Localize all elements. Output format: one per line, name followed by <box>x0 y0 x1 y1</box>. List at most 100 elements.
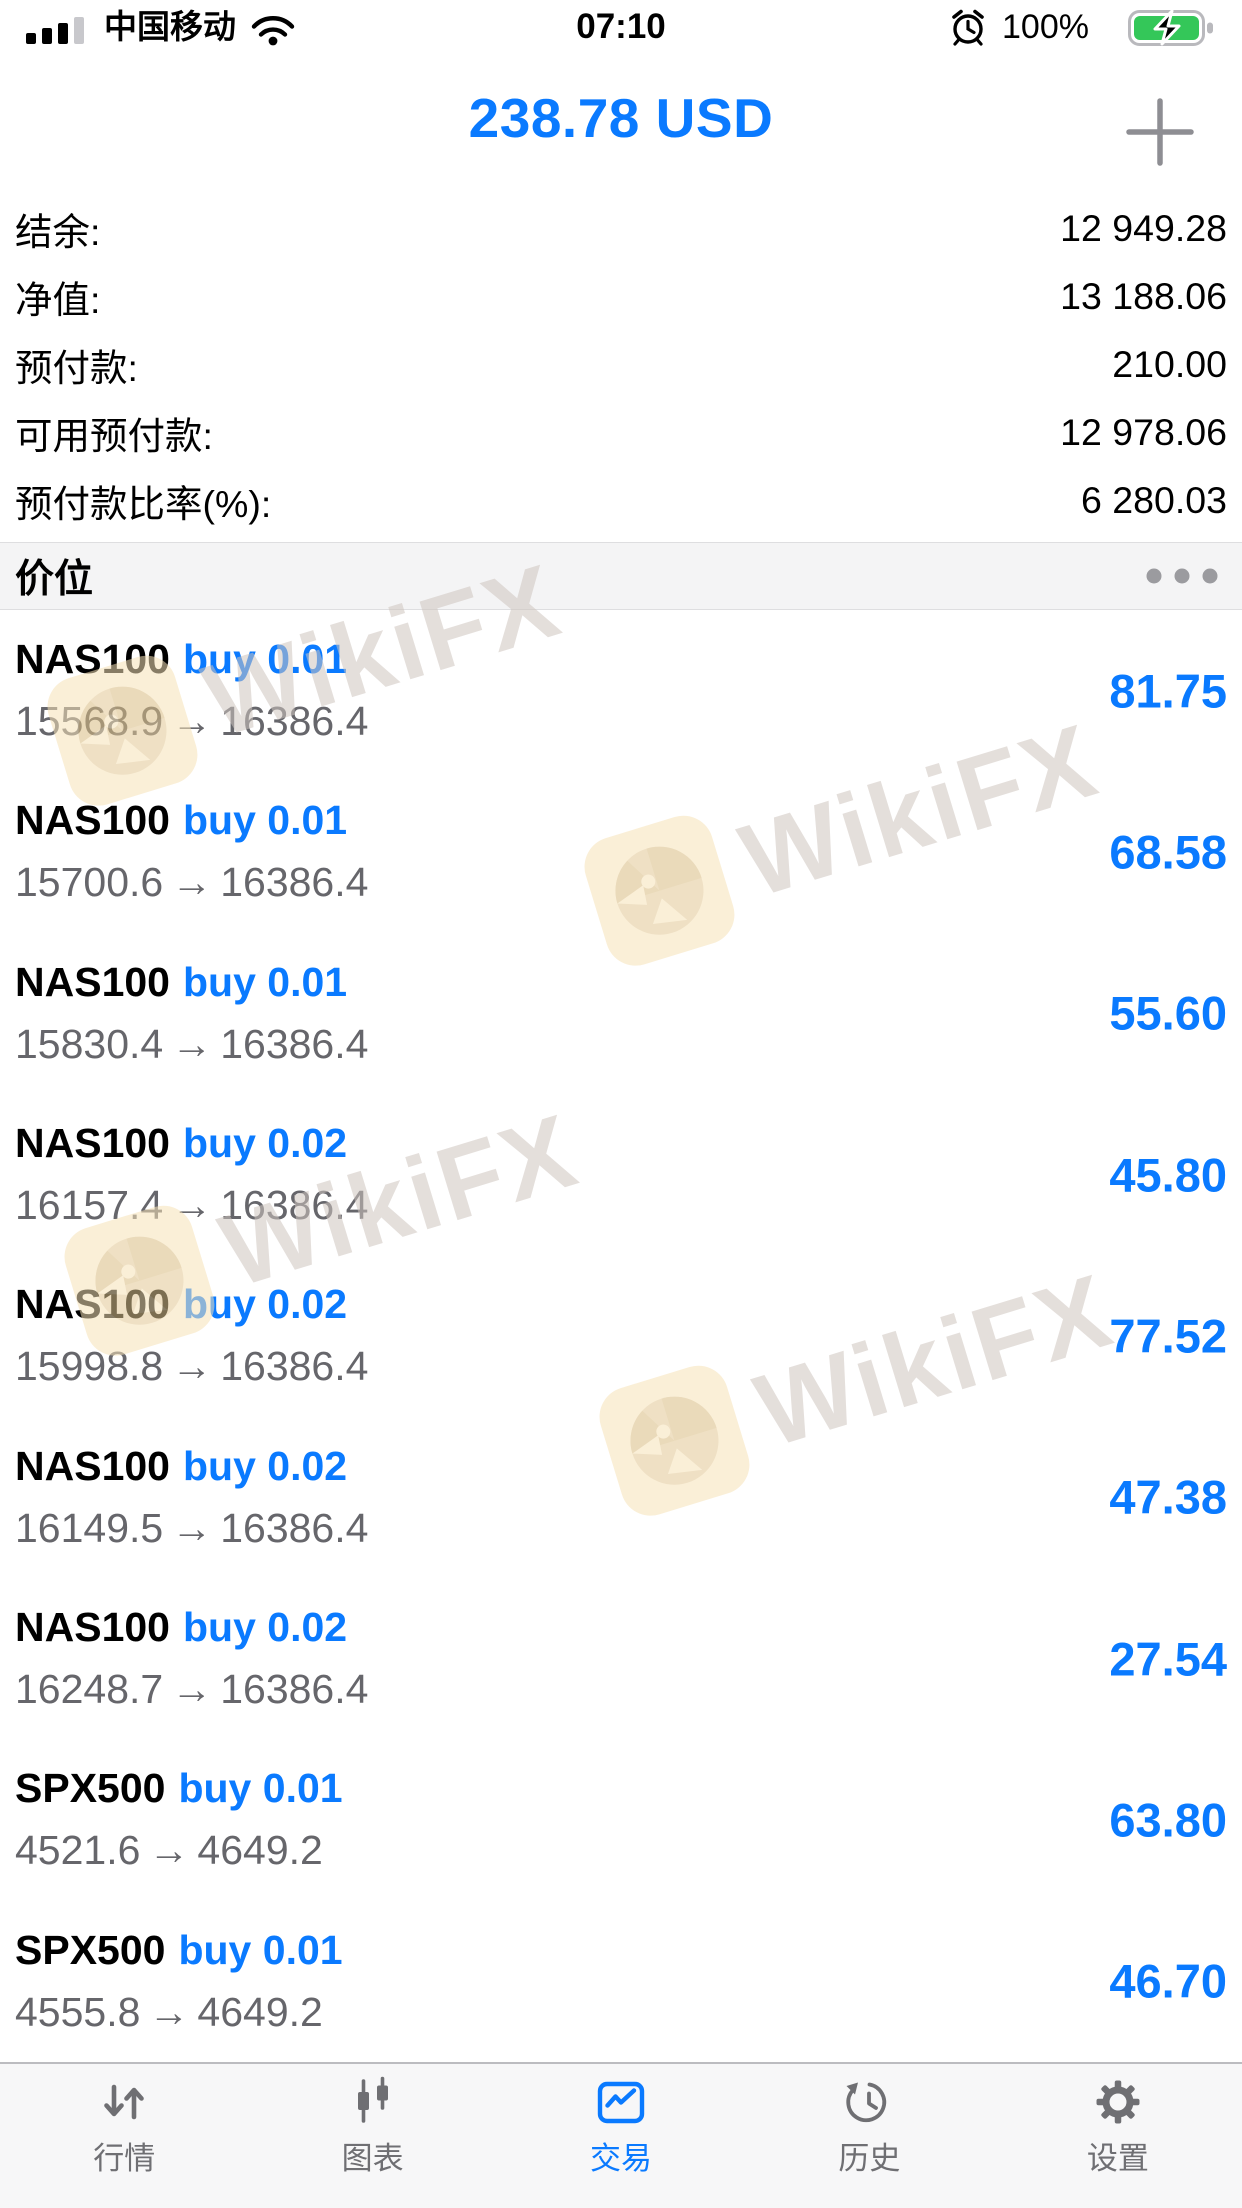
summary-label: 预付款: <box>15 346 138 389</box>
position-side: buy <box>182 797 256 844</box>
current-price: 16386.4 <box>220 859 369 906</box>
position-symbol: NAS100 <box>15 636 170 683</box>
open-price: 16149.5 <box>15 1504 164 1551</box>
position-symbol: NAS100 <box>15 1442 170 1489</box>
summary-value: 210.00 <box>1112 342 1227 385</box>
position-side: buy <box>182 636 256 683</box>
arrow-right-icon: → <box>148 1988 190 2035</box>
arrow-right-icon: → <box>171 1343 213 1390</box>
carrier-label: 中国移动 <box>104 8 236 45</box>
summary-row-free-margin: 可用预付款: 12 978.06 <box>0 398 1242 466</box>
position-profit: 46.70 <box>1109 1954 1227 2008</box>
position-symbol: NAS100 <box>15 1120 170 1167</box>
summary-value: 12 978.06 <box>1060 410 1227 453</box>
wifi-icon <box>251 16 295 46</box>
open-price: 15830.4 <box>15 1020 164 1067</box>
position-volume: 0.01 <box>262 1765 343 1812</box>
position-side: buy <box>182 1442 256 1489</box>
position-volume: 0.02 <box>267 1604 348 1651</box>
tab-trade[interactable]: 交易 <box>497 2064 745 2208</box>
candlestick-chart-icon <box>357 2076 388 2123</box>
position-row[interactable]: NAS100 buy 0.02 15998.8 → 16386.4 77.52 <box>0 1255 1242 1416</box>
open-price: 15568.9 <box>15 698 164 745</box>
current-price: 4649.2 <box>197 1827 323 1874</box>
add-order-button[interactable] <box>1122 94 1198 170</box>
tab-quotes[interactable]: 行情 <box>0 2064 248 2208</box>
gear-icon <box>1096 2080 1140 2124</box>
tab-label: 行情 <box>93 2141 156 2176</box>
positions-section-header: 价位 <box>0 542 1242 610</box>
current-price: 16386.4 <box>220 1343 369 1390</box>
summary-label: 预付款比率(%): <box>15 482 272 525</box>
position-symbol: NAS100 <box>15 797 170 844</box>
position-side: buy <box>178 1765 252 1812</box>
trade-icon <box>597 2081 645 2124</box>
account-total: 238.78 USD <box>468 87 774 149</box>
alarm-icon <box>952 9 984 46</box>
clock-time: 07:10 <box>576 7 666 46</box>
position-row[interactable]: NAS100 buy 0.02 16149.5 → 16386.4 47.38 <box>0 1417 1242 1578</box>
current-price: 16386.4 <box>220 1666 369 1713</box>
position-row[interactable]: NAS100 buy 0.02 16157.4 → 16386.4 45.80 <box>0 1094 1242 1255</box>
position-volume: 0.01 <box>267 636 348 683</box>
summary-label: 结余: <box>15 210 101 253</box>
tab-label: 历史 <box>838 2141 901 2176</box>
arrow-right-icon: → <box>148 1827 190 1874</box>
quotes-arrows-icon <box>104 2084 145 2120</box>
position-side: buy <box>182 1604 256 1651</box>
position-volume: 0.02 <box>267 1442 348 1489</box>
position-row[interactable]: NAS100 buy 0.01 15700.6 → 16386.4 68.58 <box>0 771 1242 932</box>
battery-charging-icon <box>1128 10 1213 46</box>
position-symbol: NAS100 <box>15 1604 170 1651</box>
position-symbol: SPX500 <box>15 1926 166 1973</box>
position-row[interactable]: NAS100 buy 0.01 15568.9 → 16386.4 81.75 <box>0 610 1242 771</box>
arrow-right-icon: → <box>171 1666 213 1713</box>
position-profit: 68.58 <box>1109 825 1227 879</box>
bottom-tab-bar: 行情 图表 交易 历史 <box>0 2062 1242 2208</box>
tab-label: 图表 <box>341 2141 404 2176</box>
position-symbol: NAS100 <box>15 1281 170 1328</box>
summary-row-margin-level: 预付款比率(%): 6 280.03 <box>0 466 1242 534</box>
position-profit: 81.75 <box>1109 664 1227 718</box>
position-row[interactable]: NAS100 buy 0.01 15830.4 → 16386.4 55.60 <box>0 933 1242 1094</box>
position-volume: 0.02 <box>267 1281 348 1328</box>
summary-row-margin: 预付款: 210.00 <box>0 330 1242 398</box>
position-row[interactable]: SPX500 buy 0.01 4521.6 → 4649.2 63.80 <box>0 1739 1242 1900</box>
current-price: 16386.4 <box>220 1504 369 1551</box>
position-row[interactable]: SPX500 buy 0.01 4555.8 → 4649.2 46.70 <box>0 1901 1242 2062</box>
positions-menu-button[interactable] <box>1144 568 1220 584</box>
summary-value: 12 949.28 <box>1060 206 1227 249</box>
tab-label: 交易 <box>590 2141 653 2176</box>
open-price: 4555.8 <box>15 1988 141 2035</box>
position-side: buy <box>182 958 256 1005</box>
open-price: 15998.8 <box>15 1343 164 1390</box>
current-price: 4649.2 <box>197 1988 323 2035</box>
position-symbol: SPX500 <box>15 1765 166 1812</box>
position-side: buy <box>178 1926 252 1973</box>
summary-row-balance: 结余: 12 949.28 <box>0 194 1242 262</box>
tab-label: 设置 <box>1086 2141 1149 2176</box>
summary-label: 可用预付款: <box>15 414 213 457</box>
position-volume: 0.02 <box>267 1120 348 1167</box>
summary-row-equity: 净值: 13 188.06 <box>0 262 1242 330</box>
summary-value: 6 280.03 <box>1081 478 1227 521</box>
position-row[interactable]: NAS100 buy 0.02 16248.7 → 16386.4 27.54 <box>0 1578 1242 1739</box>
tab-settings[interactable]: 设置 <box>994 2064 1242 2208</box>
position-volume: 0.01 <box>267 958 348 1005</box>
current-price: 16386.4 <box>220 698 369 745</box>
battery-percent-label: 100% <box>1002 8 1089 46</box>
arrow-right-icon: → <box>171 859 213 906</box>
tab-charts[interactable]: 图表 <box>248 2064 496 2208</box>
position-profit: 63.80 <box>1109 1793 1227 1847</box>
section-title: 价位 <box>15 558 94 601</box>
position-volume: 0.01 <box>262 1926 343 1973</box>
status-bar: 中国移动 07:10 100% <box>0 0 1242 54</box>
tab-history[interactable]: 历史 <box>745 2064 993 2208</box>
position-side: buy <box>182 1281 256 1328</box>
open-price: 16157.4 <box>15 1182 164 1229</box>
current-price: 16386.4 <box>220 1020 369 1067</box>
current-price: 16386.4 <box>220 1182 369 1229</box>
position-symbol: NAS100 <box>15 958 170 1005</box>
position-profit: 77.52 <box>1109 1309 1227 1363</box>
